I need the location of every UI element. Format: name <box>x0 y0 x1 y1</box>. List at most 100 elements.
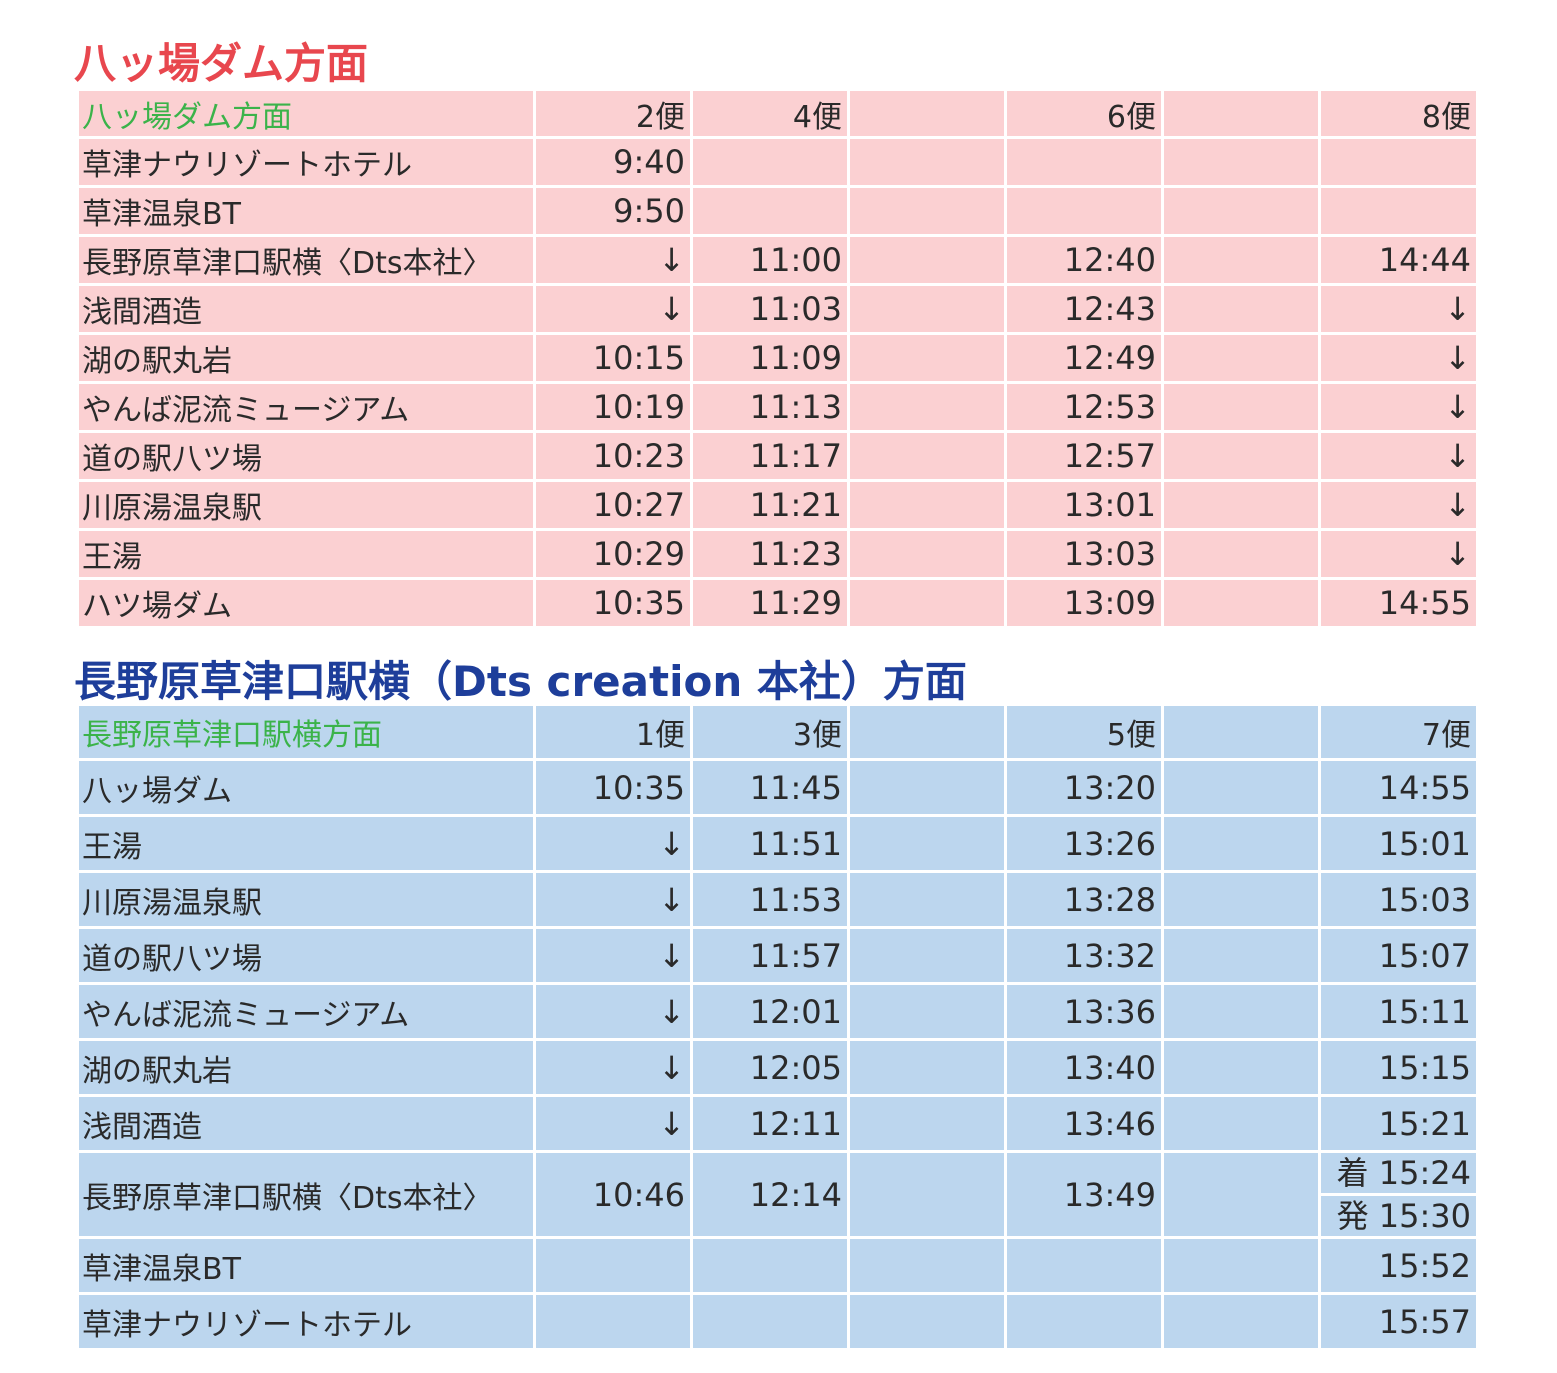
time-cell: 着 15:24 発 15:30 <box>1318 1150 1479 1239</box>
time-cell <box>847 926 1007 985</box>
time-cell: 15:01 <box>1318 814 1479 873</box>
flight-header: 3便 <box>690 703 850 761</box>
stop-name: 浅間酒造 <box>76 283 536 335</box>
time-cell: 9:50 <box>533 185 693 237</box>
stop-name: 長野原草津口駅横〈Dts本社〉 <box>76 234 536 286</box>
time-cell: ↓ <box>533 1038 693 1097</box>
time-cell: ↓ <box>533 870 693 929</box>
time-cell: 11:51 <box>690 814 850 873</box>
timetable-row: 川原湯温泉駅 ↓ 11:53 13:28 15:03 <box>76 870 1479 929</box>
time-cell <box>1004 185 1164 237</box>
departure-time: 発 15:30 <box>1336 1197 1471 1235</box>
stop-name: 王湯 <box>76 814 536 873</box>
time-cell: 10:35 <box>533 577 693 629</box>
time-cell <box>1161 283 1321 335</box>
time-cell: 13:26 <box>1004 814 1164 873</box>
time-cell: 10:15 <box>533 332 693 384</box>
timetable-row: 王湯 ↓ 11:51 13:26 15:01 <box>76 814 1479 873</box>
flight-header: 1便 <box>533 703 693 761</box>
time-cell: ↓ <box>1318 528 1479 580</box>
time-cell <box>847 1292 1007 1351</box>
header-row: 長野原草津口駅横方面 1便 3便 5便 7便 <box>76 703 1479 761</box>
timetable-row: 長野原草津口駅横〈Dts本社〉 ↓ 11:00 12:40 14:44 <box>76 234 1479 286</box>
stop-name: 草津温泉BT <box>76 185 536 237</box>
time-cell: 11:21 <box>690 479 850 531</box>
stop-name: ハツ場ダム <box>76 577 536 629</box>
time-cell <box>847 814 1007 873</box>
stop-name: 王湯 <box>76 528 536 580</box>
time-cell: 12:43 <box>1004 283 1164 335</box>
time-cell: 13:20 <box>1004 758 1164 817</box>
time-cell: 13:46 <box>1004 1094 1164 1153</box>
time-cell: ↓ <box>1318 283 1479 335</box>
timetable-row: ハツ場ダム 10:35 11:29 13:09 14:55 <box>76 577 1479 629</box>
timetable-row: 湖の駅丸岩 10:15 11:09 12:49 ↓ <box>76 332 1479 384</box>
time-cell: 13:36 <box>1004 982 1164 1041</box>
time-cell: 11:53 <box>690 870 850 929</box>
time-cell <box>690 1292 850 1351</box>
time-cell <box>1161 814 1321 873</box>
time-cell: 11:09 <box>690 332 850 384</box>
time-cell: 12:40 <box>1004 234 1164 286</box>
time-cell: ↓ <box>533 982 693 1041</box>
time-cell: 11:03 <box>690 283 850 335</box>
timetable-body: 八ッ場ダム方面 2便 4便 6便 8便 草津ナウリゾートホテル 9:40 草津温泉B… <box>76 88 1479 629</box>
time-cell <box>1161 1038 1321 1097</box>
time-cell: 14:55 <box>1318 758 1479 817</box>
time-cell: 15:03 <box>1318 870 1479 929</box>
time-cell <box>847 1150 1007 1239</box>
timetable-row: 八ッ場ダム 10:35 11:45 13:20 14:55 <box>76 758 1479 817</box>
time-cell: 14:44 <box>1318 234 1479 286</box>
timetable-body: 長野原草津口駅横方面 1便 3便 5便 7便 八ッ場ダム 10:35 11:45 13… <box>76 703 1479 1351</box>
stop-name: 湖の駅丸岩 <box>76 1038 536 1097</box>
time-cell: ↓ <box>1318 332 1479 384</box>
stop-name: 草津ナウリゾートホテル <box>76 136 536 188</box>
time-cell <box>1161 332 1321 384</box>
flight-header <box>1161 88 1321 139</box>
timetable-row: 湖の駅丸岩 ↓ 12:05 13:40 15:15 <box>76 1038 1479 1097</box>
time-cell <box>1161 870 1321 929</box>
time-cell: 13:01 <box>1004 479 1164 531</box>
time-cell <box>847 479 1007 531</box>
time-cell: 13:09 <box>1004 577 1164 629</box>
stop-name: 草津温泉BT <box>76 1236 536 1295</box>
time-cell: 13:28 <box>1004 870 1164 929</box>
time-cell: 12:05 <box>690 1038 850 1097</box>
time-cell: 11:29 <box>690 577 850 629</box>
time-cell <box>533 1292 693 1351</box>
time-cell <box>847 1094 1007 1153</box>
time-cell <box>1161 577 1321 629</box>
timetable-row: 草津ナウリゾートホテル 9:40 <box>76 136 1479 188</box>
time-cell <box>847 870 1007 929</box>
time-cell: 12:57 <box>1004 430 1164 482</box>
time-cell <box>1318 136 1479 188</box>
timetable-row: 道の駅八ツ場 ↓ 11:57 13:32 15:07 <box>76 926 1479 985</box>
time-cell <box>1161 381 1321 433</box>
time-cell <box>690 185 850 237</box>
time-cell <box>1004 1292 1164 1351</box>
time-cell <box>847 381 1007 433</box>
time-cell <box>1004 1236 1164 1295</box>
time-cell <box>847 1038 1007 1097</box>
time-cell <box>1161 185 1321 237</box>
time-cell: 13:32 <box>1004 926 1164 985</box>
time-cell <box>1161 982 1321 1041</box>
stop-name: やんば泥流ミュージアム <box>76 982 536 1041</box>
time-cell: 10:19 <box>533 381 693 433</box>
time-cell: ↓ <box>1318 430 1479 482</box>
time-cell: 15:11 <box>1318 982 1479 1041</box>
time-cell <box>1161 479 1321 531</box>
time-cell: 11:23 <box>690 528 850 580</box>
time-cell: ↓ <box>533 926 693 985</box>
time-cell <box>690 1236 850 1295</box>
time-cell <box>1004 136 1164 188</box>
section-title-naganohara: 長野原草津口駅横（Dts creation 本社）方面 <box>74 657 967 706</box>
time-cell: 12:49 <box>1004 332 1164 384</box>
time-cell <box>1318 185 1479 237</box>
direction-label: 八ッ場ダム方面 <box>76 88 536 139</box>
time-cell: ↓ <box>533 814 693 873</box>
flight-header: 5便 <box>1004 703 1164 761</box>
time-cell <box>1161 528 1321 580</box>
time-cell <box>847 185 1007 237</box>
stop-name: 八ッ場ダム <box>76 758 536 817</box>
